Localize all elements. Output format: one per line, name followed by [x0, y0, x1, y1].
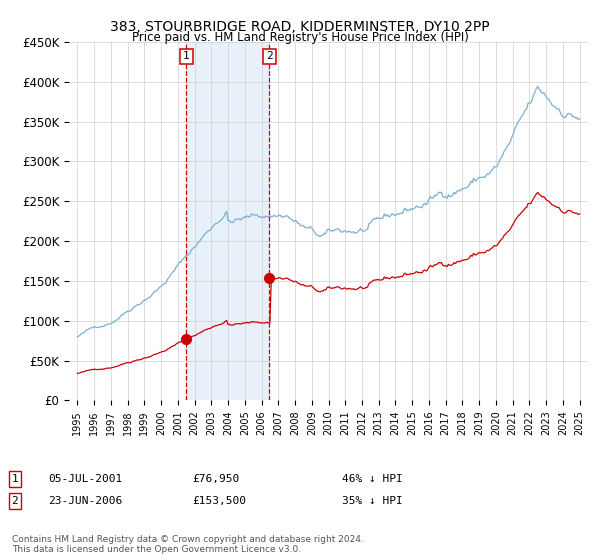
- Text: £76,950: £76,950: [192, 474, 239, 484]
- Text: 2: 2: [11, 496, 19, 506]
- Text: 46% ↓ HPI: 46% ↓ HPI: [342, 474, 403, 484]
- Text: 383, STOURBRIDGE ROAD, KIDDERMINSTER, DY10 2PP: 383, STOURBRIDGE ROAD, KIDDERMINSTER, DY…: [110, 20, 490, 34]
- Text: 1: 1: [11, 474, 19, 484]
- Text: 35% ↓ HPI: 35% ↓ HPI: [342, 496, 403, 506]
- Text: Contains HM Land Registry data © Crown copyright and database right 2024.
This d: Contains HM Land Registry data © Crown c…: [12, 535, 364, 554]
- Text: 23-JUN-2006: 23-JUN-2006: [48, 496, 122, 506]
- Text: 1: 1: [183, 52, 190, 62]
- Text: Price paid vs. HM Land Registry's House Price Index (HPI): Price paid vs. HM Land Registry's House …: [131, 31, 469, 44]
- Text: 2: 2: [266, 52, 273, 62]
- Text: 05-JUL-2001: 05-JUL-2001: [48, 474, 122, 484]
- Text: £153,500: £153,500: [192, 496, 246, 506]
- Bar: [187, 42, 269, 400]
